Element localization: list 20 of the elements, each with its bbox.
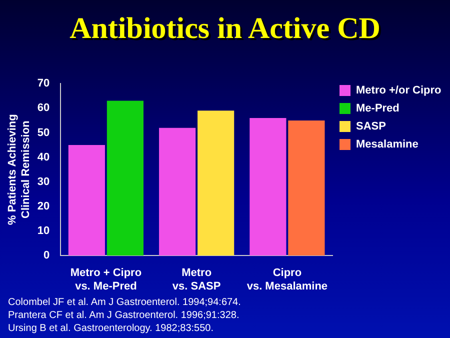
y-tick-label: 60 <box>37 102 50 114</box>
chart-title: Antibiotics in Active CD <box>68 12 382 46</box>
y-tick-label: 20 <box>37 200 50 212</box>
x-tick-label: Cipro vs. Mesalamine <box>246 267 328 292</box>
legend-label: Mesalamine <box>356 138 418 151</box>
legend-label: Metro +/or Cipro <box>356 84 442 97</box>
x-tick-label: Metro vs. SASP <box>172 267 221 292</box>
y-tick-label: 30 <box>37 176 50 188</box>
x-tick-label: Metro + Cipro vs. Me-Pred <box>70 267 142 292</box>
y-tick-label: 40 <box>37 151 50 164</box>
text: Prantera CF et al. Am J Gastroenterol. 1996;91:328. <box>8 309 240 322</box>
y-tick-label: 0 <box>44 250 50 262</box>
legend-label: SASP <box>356 120 386 133</box>
y-tick-label: 70 <box>37 78 50 90</box>
text: Colombel JF et al. Am J Gastroenterol. 1994;94:674. <box>8 296 241 309</box>
legend-label: Me-Pred <box>356 102 400 115</box>
y-tick-label: 50 <box>37 126 50 139</box>
y-axis-title: % Patients Achieving Clinical Remission <box>6 114 32 226</box>
y-tick-label: 10 <box>37 225 50 238</box>
text: Ursing B et al. Gastroenterology. 1982;83:550. <box>8 322 214 335</box>
